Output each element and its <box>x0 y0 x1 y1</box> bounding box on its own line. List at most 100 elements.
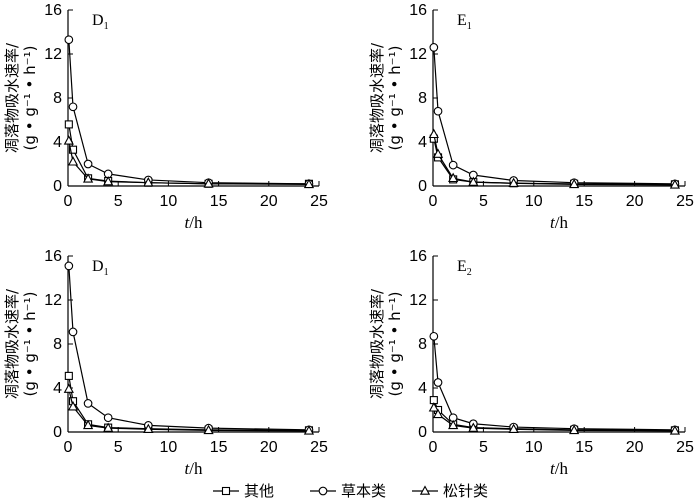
x-tick-label: 5 <box>114 439 123 456</box>
y-tick-label: 8 <box>53 336 62 353</box>
data-point-herb <box>64 261 74 271</box>
x-tick-label: 25 <box>310 193 328 210</box>
data-point-pine-needle <box>669 179 681 189</box>
x-tick-label: 25 <box>676 193 694 210</box>
x-tick-label: 15 <box>575 439 593 456</box>
x-axis-label: t/h <box>550 213 568 232</box>
series-line-herb <box>68 265 309 431</box>
x-tick-label: 20 <box>626 439 644 456</box>
series-line-pine-needle <box>433 407 675 432</box>
data-point-pine-needle <box>508 423 519 434</box>
chart-panel-bottom-right: 0 4 8 12 16 0 5 10 15 20 25 t/h 凋落物吸水速率/(g • g⁻¹ • h… <box>368 248 694 478</box>
legend-item-herb: 草本类 <box>310 482 386 500</box>
y-axis-label: 凋落物吸水速率/ <box>368 288 386 399</box>
data-point-pine-needle <box>448 172 459 183</box>
y-axis-label: 凋落物吸水速率/ <box>368 42 386 153</box>
y-tick-label: 12 <box>44 46 62 63</box>
data-point-herb <box>83 159 93 169</box>
data-point-herb <box>83 399 93 408</box>
data-point-pine-needle <box>303 425 315 435</box>
series-line-herb <box>433 336 675 431</box>
data-point-pine-needle <box>143 423 154 434</box>
chart-panel-top-left: 0 4 8 12 16 0 5 10 15 20 25 t/h 凋落物吸水速率/(g • g⁻¹ • h… <box>3 2 328 232</box>
y-tick-label: 4 <box>53 134 62 151</box>
data-point-pine-needle <box>103 175 114 186</box>
y-tick-label: 4 <box>53 380 62 397</box>
y-tick-label: 16 <box>409 248 427 265</box>
chart-panel-top-right: 0 4 8 12 16 0 5 10 15 20 25 t/h 凋落物吸水速率/(g • g⁻¹ • h… <box>368 2 694 232</box>
y-axis-unit: (g • g⁻¹ • h⁻¹) <box>21 46 39 151</box>
x-tick-label: 20 <box>260 193 278 210</box>
data-point-pine-needle <box>203 424 214 435</box>
legend-item-other: 其他 <box>213 482 274 500</box>
x-tick-label: 0 <box>429 193 438 210</box>
panel-label: E1 <box>457 12 472 32</box>
y-axis-unit: (g • g⁻¹ • h⁻¹) <box>21 292 39 397</box>
y-tick-label: 8 <box>418 90 427 107</box>
data-point-pine-needle <box>432 148 444 158</box>
data-point-pine-needle <box>82 419 94 430</box>
x-tick-label: 15 <box>575 193 593 210</box>
y-axis-unit: (g • g⁻¹ • h⁻¹) <box>386 46 404 151</box>
data-point-pine-needle <box>67 401 79 411</box>
x-tick-label: 10 <box>160 439 178 456</box>
x-tick-label: 20 <box>260 439 278 456</box>
data-point-pine-needle <box>432 408 444 419</box>
legend-label: 松针类 <box>443 482 488 500</box>
x-axis-label: t/h <box>185 213 203 232</box>
data-point-pine-needle <box>468 176 479 186</box>
x-tick-label: 0 <box>429 439 438 456</box>
data-point-pine-needle <box>303 178 315 189</box>
y-tick-label: 4 <box>418 380 427 397</box>
y-tick-label: 0 <box>418 178 427 195</box>
panel-label: E2 <box>457 258 472 278</box>
data-point-pine-needle <box>203 178 214 188</box>
data-point-herb <box>448 160 458 170</box>
x-tick-label: 25 <box>676 439 694 456</box>
data-point-herb <box>433 106 443 116</box>
data-point-pine-needle <box>82 173 94 183</box>
y-tick-label: 16 <box>44 2 62 19</box>
panel-label: D1 <box>92 12 109 32</box>
y-tick-label: 8 <box>53 90 62 107</box>
data-point-pine-needle <box>468 422 479 432</box>
x-tick-label: 5 <box>114 193 123 210</box>
y-tick-label: 16 <box>44 248 62 265</box>
y-axis-label: 凋落物吸水速率/ <box>3 288 21 399</box>
data-point-pine-needle <box>143 177 154 187</box>
x-tick-label: 0 <box>64 439 73 456</box>
data-point-herb <box>68 102 78 112</box>
legend-item-pine-needle: 松针类 <box>412 482 488 500</box>
x-tick-label: 0 <box>64 193 73 210</box>
legend: 其他 草本类 松针类 <box>213 482 488 500</box>
panel-label: D1 <box>92 258 109 278</box>
x-tick-label: 5 <box>479 439 488 456</box>
data-point-pine-needle <box>568 178 580 189</box>
data-point-pine-needle <box>428 402 439 412</box>
y-tick-label: 0 <box>53 178 62 195</box>
legend-marker <box>419 485 431 495</box>
data-point-herb <box>433 378 443 387</box>
x-tick-label: 10 <box>525 193 543 210</box>
y-tick-label: 0 <box>418 424 427 441</box>
x-axis-label: t/h <box>185 459 203 478</box>
data-point-other <box>68 145 78 154</box>
x-axis-label: t/h <box>550 459 568 478</box>
legend-label: 其他 <box>244 482 274 500</box>
data-point-herb <box>429 331 439 341</box>
x-tick-label: 15 <box>210 193 228 210</box>
y-tick-label: 12 <box>409 46 427 63</box>
data-point-herb <box>64 35 74 45</box>
x-tick-label: 15 <box>210 439 228 456</box>
data-point-pine-needle <box>428 128 439 139</box>
series-line-herb <box>68 39 309 185</box>
data-point-pine-needle <box>63 135 74 145</box>
x-tick-label: 25 <box>310 439 328 456</box>
y-axis-unit: (g • g⁻¹ • h⁻¹) <box>386 292 404 397</box>
data-point-other <box>64 371 73 380</box>
y-tick-label: 12 <box>409 292 427 309</box>
chart-panel-bottom-left: 0 4 8 12 16 0 5 10 15 20 25 t/h 凋落物吸水速率/(g • g⁻¹ • h… <box>3 248 328 478</box>
data-point-herb <box>103 413 113 423</box>
y-tick-label: 0 <box>53 424 62 441</box>
